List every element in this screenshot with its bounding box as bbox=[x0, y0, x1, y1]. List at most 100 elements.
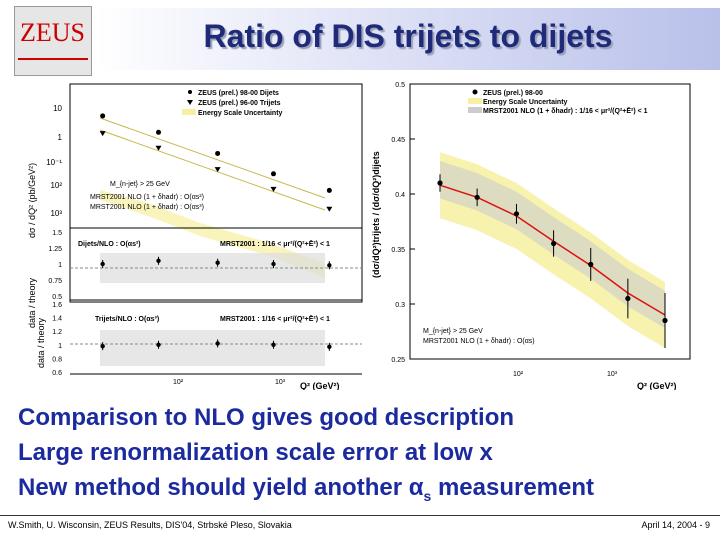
logo-underline bbox=[18, 58, 88, 60]
right-legend-energy: Energy Scale Uncertainty bbox=[483, 99, 568, 106]
bullet-3-tail: measurement bbox=[431, 474, 595, 501]
dijet-point bbox=[156, 129, 162, 135]
ratio-ytick: 1 bbox=[58, 262, 62, 269]
ratio-ytick: 1.4 bbox=[52, 316, 62, 323]
right-legend-data-marker bbox=[472, 89, 478, 95]
ratio-point bbox=[215, 341, 220, 346]
left-chart: dσ / dQ² (pb/GeV²) 10 1 10⁻¹ 10² 10³ ZEU… bbox=[27, 83, 363, 390]
trijet-point bbox=[99, 131, 106, 137]
dijet-point bbox=[326, 187, 332, 193]
alpha-s-symbol: α bbox=[408, 474, 424, 501]
zeus-logo bbox=[14, 6, 92, 76]
footer-citation: W.Smith, U. Wisconsin, ZEUS Results, DIS… bbox=[8, 520, 292, 530]
left-xtick: 10³ bbox=[275, 379, 286, 386]
panel-a-ytick: 10² bbox=[50, 181, 62, 190]
panel-a-nlo3: MRST2001 NLO (1 + δhadr) : O(αs³) bbox=[90, 204, 204, 211]
panel-c-ylabel: data / theory bbox=[36, 317, 46, 368]
ratio-point bbox=[271, 342, 276, 347]
ratio-ytick: 0.8 bbox=[52, 356, 62, 363]
right-axis: 0.25 0.3 0.35 0.4 0.45 0.5 bbox=[391, 82, 415, 364]
left-xlabel: Q² (GeV²) bbox=[300, 381, 340, 390]
bullet-1: Comparison to NLO gives good description bbox=[18, 404, 515, 431]
right-ytick: 0.3 bbox=[395, 302, 405, 309]
trijet-point bbox=[326, 206, 333, 212]
trijet-point bbox=[155, 145, 162, 151]
right-data-point bbox=[588, 261, 594, 267]
ratio-ytick: 0.75 bbox=[48, 278, 62, 285]
right-ytick: 0.4 bbox=[395, 192, 405, 199]
right-data-point bbox=[437, 180, 443, 186]
legend-trijet: ZEUS (prel.) 96-00 Trijets bbox=[198, 100, 281, 107]
panel-c-band bbox=[100, 330, 325, 366]
ratio-ytick: 0.5 bbox=[52, 294, 62, 301]
panel-a-ytick: 1 bbox=[58, 133, 63, 142]
ratio-ytick: 1.25 bbox=[48, 246, 62, 253]
right-data-point bbox=[625, 295, 631, 302]
ratio-point bbox=[156, 258, 161, 263]
panel-c-yticks: 0.6 0.8 1 1.2 1.4 1.6 bbox=[52, 302, 62, 377]
alpha-s-subscript: s bbox=[423, 487, 432, 504]
panel-c-points bbox=[100, 339, 332, 351]
legend-energy-swatch bbox=[182, 109, 196, 115]
panel-a-ytick: 10³ bbox=[50, 209, 62, 218]
panel-c-label-mrst: MRST2001 : 1/16 < μr²/(Q²+Ē²) < 1 bbox=[220, 315, 330, 323]
right-ytick: 0.25 bbox=[391, 357, 405, 364]
panel-a-points bbox=[99, 113, 333, 212]
right-ylabel: (dσ/dQ²)trijets / (dσ/dQ²)dijets bbox=[371, 151, 381, 278]
right-chart: (dσ/dQ²)trijets / (dσ/dQ²)dijets 0.25 0.3… bbox=[371, 82, 691, 390]
right-ytick: 0.35 bbox=[391, 247, 405, 254]
trijet-point bbox=[214, 167, 221, 173]
panel-a-ytick: 10⁻¹ bbox=[46, 158, 62, 167]
ratio-ytick: 1.6 bbox=[52, 302, 62, 309]
ratio-point bbox=[100, 343, 105, 349]
right-data-point bbox=[662, 317, 668, 324]
ratio-point bbox=[327, 344, 332, 350]
legend-trijet-marker bbox=[187, 100, 193, 105]
ratio-ytick: 1.5 bbox=[52, 230, 62, 237]
logo-text: ZEUS bbox=[20, 18, 85, 47]
panel-a-cut: M_{n-jet} > 25 GeV bbox=[110, 181, 170, 188]
panel-b-points bbox=[100, 256, 332, 270]
ratio-ytick: 0.6 bbox=[52, 370, 62, 377]
right-points bbox=[437, 174, 668, 348]
right-data-point bbox=[474, 194, 480, 200]
panel-b-label: Dijets/NLO : O(αs²) bbox=[78, 241, 141, 248]
page-title: Ratio of DIS trijets to dijets bbox=[203, 18, 613, 54]
right-legend-data: ZEUS (prel.) 98-00 bbox=[483, 90, 543, 97]
right-ytick: 0.5 bbox=[395, 82, 405, 89]
bullet-2: Large renormalization scale error at low… bbox=[18, 439, 493, 466]
right-xlabel: Q² (GeV²) bbox=[637, 381, 677, 390]
right-nlo-label: MRST2001 NLO (1 + δhadr) : O(αs) bbox=[423, 338, 535, 345]
title-bar-background bbox=[96, 8, 720, 70]
footer-date-page: April 14, 2004 - 9 bbox=[641, 520, 710, 530]
ratio-point bbox=[156, 342, 161, 347]
bullet-3: New method should yield another αs measu… bbox=[18, 474, 594, 504]
ratio-point bbox=[100, 261, 105, 267]
right-legend-mrst-swatch bbox=[468, 107, 482, 113]
panel-a-dijet-nlo-line bbox=[99, 117, 326, 199]
trijet-point bbox=[270, 186, 277, 192]
panel-b-yticks: 0.5 0.75 1 1.25 1.5 bbox=[48, 230, 62, 301]
dijet-point bbox=[215, 150, 221, 156]
panel-b-ylabel: data / theory bbox=[27, 277, 37, 328]
legend-dijet-marker bbox=[188, 90, 192, 94]
dijet-point bbox=[100, 113, 106, 119]
right-xtick: 10² bbox=[513, 371, 524, 378]
right-data-point bbox=[550, 240, 557, 247]
legend-dijet: ZEUS (prel.) 98-00 Dijets bbox=[198, 90, 279, 97]
legend-energy: Energy Scale Uncertainty bbox=[198, 110, 283, 117]
panel-a-band bbox=[100, 190, 325, 278]
right-legend-mrst: MRST2001 NLO (1 + δhadr) : 1/16 < μr²/(Q… bbox=[483, 107, 648, 115]
panel-a-nlo2: MRST2001 NLO (1 + δhadr) : O(αs²) bbox=[90, 194, 204, 201]
panel-c-label: Trijets/NLO : O(αs³) bbox=[95, 316, 159, 323]
left-xtick: 10² bbox=[173, 379, 184, 386]
panel-a-trijet-nlo-line bbox=[99, 129, 326, 211]
ratio-point bbox=[215, 260, 220, 265]
panel-a-ytick: 10 bbox=[53, 104, 62, 113]
bullet-3-text: New method should yield another bbox=[18, 474, 403, 501]
footer-divider bbox=[0, 515, 720, 516]
panel-b-label-mrst: MRST2001 : 1/16 < μr²/(Q²+Ē²) < 1 bbox=[220, 240, 330, 248]
ratio-point bbox=[271, 261, 276, 267]
panel-a-ylabel: dσ / dQ² (pb/GeV²) bbox=[27, 163, 37, 238]
right-xtick: 10³ bbox=[607, 371, 618, 378]
